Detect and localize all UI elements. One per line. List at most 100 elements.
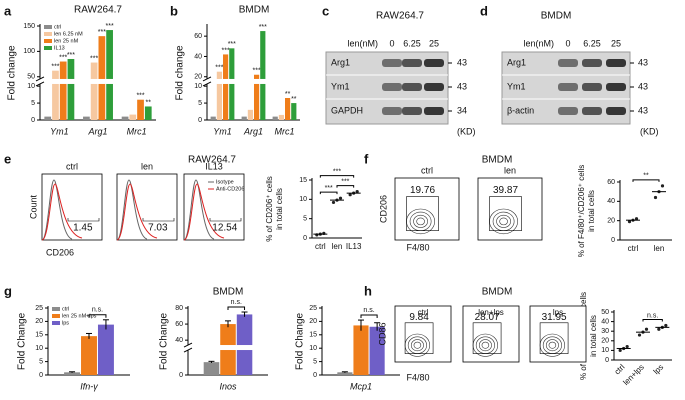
bar [272,116,278,120]
bar [44,116,52,120]
y-tick-label: 40 [607,198,615,205]
gate-percentage: 12.54 [212,223,237,234]
bar [247,109,253,120]
y-tick-label: 10 [27,83,35,90]
data-point [618,348,622,352]
data-point [657,327,661,331]
lane-header: len(nM) [523,38,554,48]
histogram-isotype [41,179,73,241]
bracket [227,306,246,311]
y-tick-label: 10 [35,345,43,352]
panel-title: BMDM [541,11,572,22]
gate [539,322,569,354]
plot-frame [462,305,520,363]
blot-band [558,59,578,67]
panel-letter: a [4,3,12,18]
axis-break-mark [202,81,212,87]
x-tick-label: Mrc1 [127,126,147,136]
gate [406,196,439,232]
gate-bracket [142,218,175,222]
plot-title: len+lps [478,308,504,317]
legend-label: Anti-CD206 [216,186,244,192]
contour [499,217,508,226]
blot-band [382,59,402,67]
data-point [625,344,629,349]
legend-label: len 25 nM [54,38,79,44]
plot-title: len [141,161,153,171]
y-tick-label: 15 [299,177,307,184]
x-tick-label: Arg1 [243,126,263,136]
data-point [634,217,639,221]
axis-break-mark [183,347,193,353]
y-axis-label: Fold Change [295,312,306,370]
x-tick-label: Mcp1 [350,381,372,391]
contour [413,341,422,349]
blot-band [382,83,402,91]
gate [489,196,522,232]
bar [52,70,59,120]
blot-band [558,83,578,91]
y-axis-label: Fold change [7,45,18,100]
plot-title: len [504,165,516,175]
y-tick-label: 0 [313,372,317,379]
significance: *** [90,55,98,62]
protein-name: Arg1 [331,57,350,67]
bracket [632,179,660,182]
panel-letter: b [170,3,178,18]
legend-label: Isotype [216,179,234,185]
significance: n.s. [231,299,242,306]
plot-title: lps [553,308,563,317]
y-tick-label: 5 [39,358,43,365]
y-tick-label: 5 [31,100,35,107]
data-point [644,327,649,331]
x-tick-label: ctrl [628,244,639,253]
y-tick-label: 10 [299,196,307,203]
bar [129,114,137,120]
bracket [319,191,338,195]
y-tick-label: 20 [194,74,202,81]
blot-band [402,107,422,115]
y-axis-label: % of F4/80⁺/CD206⁺ cells [577,165,586,257]
bracket [360,314,378,319]
contour [548,341,557,349]
blot-band [606,83,626,91]
blot-band [606,107,626,115]
plot-title: IL13 [205,161,223,171]
lane-label: 6.25 [403,38,421,48]
blot-band [582,83,602,91]
bar [90,62,98,120]
significance: ** [285,91,291,98]
y-tick-label: 10 [194,83,202,90]
data-point [338,196,343,200]
data-point [355,190,359,194]
histogram-isotype [116,179,148,241]
bar [121,116,129,120]
panel-title: BMDM [482,287,513,298]
blot-band [558,107,578,115]
significance: *** [136,93,144,100]
lane-label: 0 [389,38,394,48]
data-point [660,184,665,188]
bar [278,114,284,120]
bar [144,106,152,120]
plot-title: ctrl [418,308,429,317]
plot-frame [529,305,587,363]
blot-band [382,107,402,115]
plot-frame [394,177,460,241]
bar [97,324,114,375]
bar [229,48,235,121]
y-axis-label: CD86 [377,322,387,345]
plot-title: ctrl [66,161,78,171]
axis-break-mark [202,76,212,82]
protein-name: GAPDH [331,105,363,115]
panel-letter: h [364,283,372,298]
axis-break [36,78,156,84]
blot-band [402,83,422,91]
contour [416,217,425,226]
protein-name: Ym1 [331,81,350,91]
bar [106,30,113,121]
bar [223,54,229,120]
y-tick-label: 60 [194,33,202,40]
y-tick-label: 80 [175,305,183,312]
molecular-weight: 43 [457,57,467,67]
